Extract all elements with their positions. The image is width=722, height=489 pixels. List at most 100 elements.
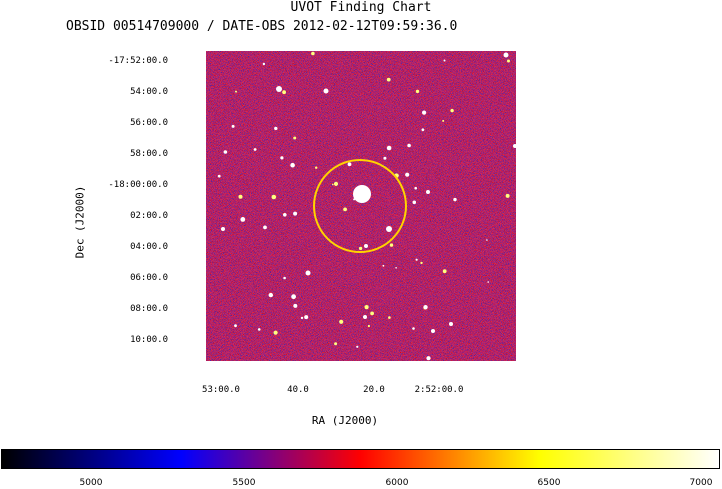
background-star — [304, 315, 309, 320]
background-star — [395, 267, 397, 269]
background-star — [293, 303, 298, 308]
observation-subtitle: OBSID 00514709000 / DATE-OBS 2012-02-12T… — [66, 19, 458, 34]
colorbar-tick-label: 7000 — [689, 478, 713, 488]
background-star — [262, 62, 266, 66]
background-star — [386, 226, 392, 232]
background-star — [333, 181, 339, 186]
background-star — [405, 172, 410, 177]
background-star — [234, 324, 237, 328]
background-star — [257, 328, 261, 331]
background-star — [442, 269, 447, 274]
background-star — [388, 316, 391, 319]
background-star — [386, 145, 392, 151]
colorbar-tick-label: 5500 — [232, 478, 256, 488]
background-star — [507, 59, 510, 63]
background-star — [291, 294, 296, 300]
background-star — [426, 190, 430, 194]
ra-tick-label: 20.0 — [363, 385, 385, 395]
background-star — [389, 243, 394, 247]
background-star — [426, 356, 431, 361]
dec-tick-label: 10:00.0 — [130, 335, 168, 345]
background-star — [364, 305, 369, 310]
background-star — [217, 174, 221, 178]
background-star — [415, 258, 418, 261]
noise-layer — [206, 51, 516, 361]
chart-title: UVOT Finding Chart — [290, 0, 432, 15]
background-star — [339, 319, 344, 324]
background-star — [290, 162, 295, 168]
background-star — [383, 156, 387, 160]
background-star — [486, 239, 488, 241]
background-star — [311, 51, 315, 56]
background-star — [276, 86, 282, 92]
background-star — [273, 330, 278, 335]
background-star — [332, 183, 334, 186]
target-star — [353, 185, 371, 203]
background-star — [235, 90, 237, 93]
dec-tick-label: 04:00.0 — [130, 242, 168, 252]
background-star — [415, 89, 420, 94]
background-star — [253, 148, 257, 151]
background-star — [334, 342, 338, 346]
dec-tick-label: 02:00.0 — [130, 211, 168, 221]
ra-tick-label: 53:00.0 — [202, 385, 240, 395]
background-star — [449, 322, 453, 326]
background-star — [343, 207, 347, 212]
background-star — [370, 311, 374, 316]
dec-tick-label: 56:00.0 — [130, 118, 168, 128]
dec-tick-label: 58:00.0 — [130, 149, 168, 159]
dec-tick-label: 08:00.0 — [130, 304, 168, 314]
y-axis-label: Dec (J2000) — [73, 185, 87, 259]
background-star — [423, 305, 428, 310]
background-star — [503, 52, 509, 58]
background-star — [358, 246, 363, 251]
background-star — [443, 59, 446, 62]
background-star — [282, 90, 286, 95]
background-star — [300, 316, 304, 320]
ra-tick-label: 40.0 — [287, 385, 309, 395]
background-star — [412, 200, 417, 205]
background-star — [323, 88, 329, 94]
background-star — [263, 225, 267, 230]
background-star — [414, 186, 417, 190]
background-star — [453, 197, 457, 202]
background-star — [315, 166, 318, 169]
background-star — [420, 261, 423, 265]
noise-layer-2 — [206, 51, 516, 361]
colorbar-tick-label: 6000 — [385, 478, 409, 488]
background-star — [442, 119, 445, 122]
source-region-circle — [313, 159, 407, 253]
background-star — [513, 144, 516, 148]
dec-tick-label: 06:00.0 — [130, 273, 168, 283]
colorbar-tick-label: 6500 — [537, 478, 561, 488]
background-star — [280, 156, 284, 160]
background-star — [238, 194, 243, 199]
background-star — [283, 276, 286, 280]
background-star — [223, 150, 228, 154]
sky-image-svg — [206, 51, 516, 361]
background-star — [412, 327, 415, 330]
background-star — [505, 193, 510, 198]
background-star — [431, 329, 435, 333]
colorbar-tick-label: 5000 — [79, 478, 103, 488]
background-star — [240, 217, 246, 222]
background-star — [356, 345, 359, 348]
dec-tick-label: -17:52:00.0 — [108, 56, 168, 66]
background-star — [367, 324, 370, 328]
dec-tick-label: -18:00:00.0 — [108, 180, 168, 190]
background-star — [364, 244, 368, 248]
star-field — [217, 51, 516, 361]
background-star — [305, 270, 311, 276]
background-star — [283, 213, 287, 217]
sky-image — [206, 51, 516, 361]
background-star — [274, 126, 278, 131]
background-star — [293, 211, 298, 216]
dec-tick-label: 54:00.0 — [130, 87, 168, 97]
background-star — [487, 281, 490, 283]
background-star — [347, 162, 352, 167]
background-star — [271, 194, 277, 200]
background-star — [421, 128, 425, 132]
background-star — [407, 143, 411, 148]
background-star — [268, 292, 273, 298]
background-star — [382, 264, 385, 267]
